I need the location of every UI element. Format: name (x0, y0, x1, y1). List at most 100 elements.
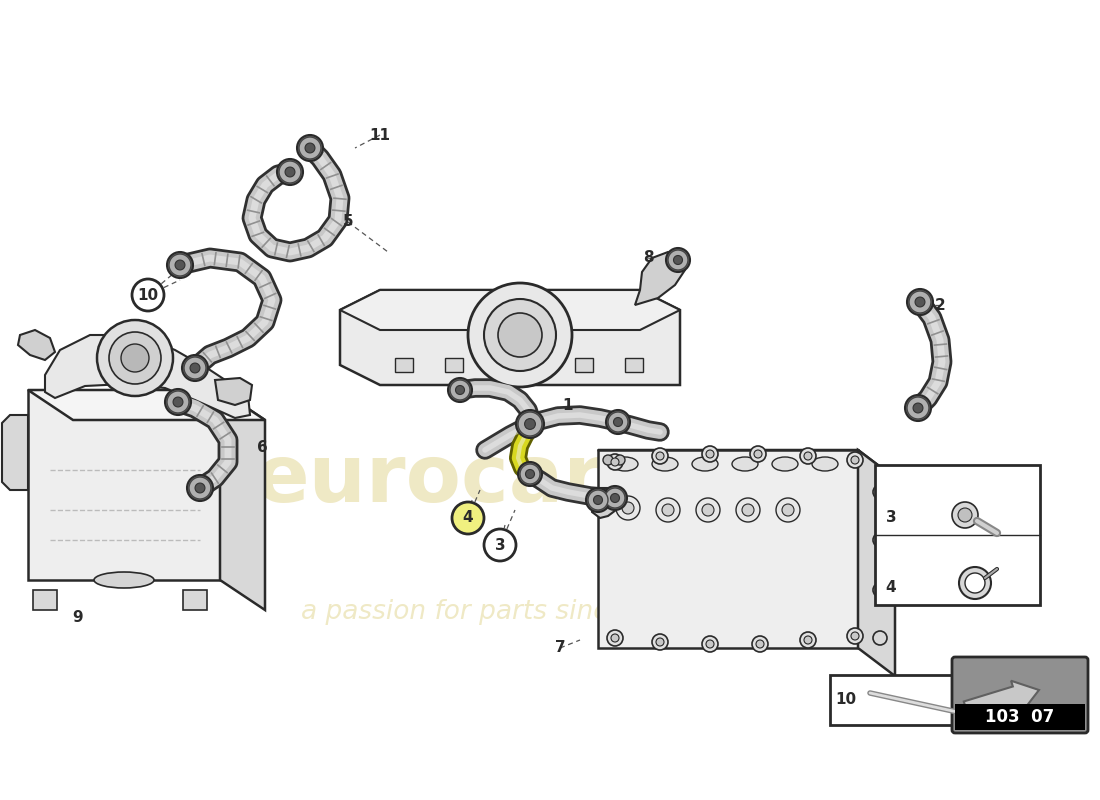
Circle shape (606, 410, 630, 434)
Circle shape (952, 502, 978, 528)
Circle shape (279, 161, 301, 183)
Circle shape (873, 533, 887, 547)
Circle shape (800, 448, 816, 464)
Circle shape (621, 502, 634, 514)
Circle shape (608, 412, 628, 432)
Circle shape (652, 634, 668, 650)
Circle shape (668, 250, 688, 270)
Circle shape (190, 363, 200, 373)
Circle shape (305, 143, 315, 153)
Text: 3: 3 (886, 510, 896, 525)
Polygon shape (28, 390, 265, 420)
Circle shape (909, 291, 931, 313)
Ellipse shape (692, 457, 718, 471)
Polygon shape (598, 450, 858, 648)
Text: 8: 8 (642, 250, 653, 266)
Circle shape (455, 386, 464, 394)
Circle shape (702, 504, 714, 516)
Bar (183, 590, 207, 610)
Bar (830, 675, 975, 725)
Circle shape (800, 632, 816, 648)
Circle shape (603, 455, 613, 465)
Circle shape (109, 332, 161, 384)
Text: 7: 7 (554, 641, 565, 655)
Circle shape (175, 260, 185, 270)
Circle shape (452, 502, 484, 534)
Circle shape (776, 498, 800, 522)
Circle shape (450, 380, 470, 400)
Circle shape (958, 508, 972, 522)
Circle shape (184, 357, 206, 379)
Circle shape (959, 567, 991, 599)
Circle shape (756, 640, 764, 648)
Circle shape (97, 320, 173, 396)
Polygon shape (592, 488, 618, 518)
Circle shape (169, 254, 191, 276)
Circle shape (673, 255, 682, 265)
Bar (33, 590, 57, 610)
Circle shape (520, 464, 540, 484)
Ellipse shape (812, 457, 838, 471)
Text: 11: 11 (370, 127, 390, 142)
Circle shape (656, 498, 680, 522)
Polygon shape (214, 378, 252, 405)
Circle shape (594, 495, 603, 505)
Circle shape (750, 446, 766, 462)
Circle shape (121, 344, 148, 372)
Circle shape (484, 529, 516, 561)
Circle shape (189, 477, 211, 499)
Ellipse shape (772, 457, 798, 471)
Circle shape (498, 313, 542, 357)
Circle shape (706, 640, 714, 648)
Circle shape (847, 628, 864, 644)
Circle shape (526, 470, 535, 478)
FancyArrow shape (964, 681, 1040, 722)
Circle shape (607, 454, 623, 470)
Text: 9: 9 (73, 610, 84, 626)
Circle shape (187, 475, 213, 501)
FancyBboxPatch shape (952, 657, 1088, 733)
Circle shape (706, 450, 714, 458)
Polygon shape (340, 290, 680, 330)
Circle shape (614, 418, 623, 426)
Polygon shape (28, 390, 220, 580)
Circle shape (908, 397, 930, 419)
Circle shape (742, 504, 754, 516)
Polygon shape (220, 390, 265, 610)
Circle shape (586, 488, 611, 512)
Circle shape (610, 494, 619, 502)
Bar (955, 704, 1085, 730)
Polygon shape (18, 330, 55, 360)
Bar (395, 358, 412, 372)
Circle shape (607, 630, 623, 646)
Circle shape (851, 632, 859, 640)
Circle shape (195, 483, 205, 493)
Circle shape (652, 448, 668, 464)
Circle shape (610, 458, 619, 466)
Circle shape (468, 283, 572, 387)
Circle shape (588, 490, 608, 510)
Text: 103  07: 103 07 (986, 708, 1055, 726)
Circle shape (804, 636, 812, 644)
Circle shape (610, 634, 619, 642)
Polygon shape (45, 335, 250, 418)
Text: eurocarres: eurocarres (254, 441, 746, 519)
Circle shape (873, 583, 887, 597)
Circle shape (616, 496, 640, 520)
Circle shape (752, 636, 768, 652)
Polygon shape (858, 450, 895, 676)
Circle shape (656, 638, 664, 646)
Circle shape (656, 452, 664, 460)
Text: 10: 10 (138, 287, 158, 302)
Circle shape (603, 486, 627, 510)
Circle shape (851, 456, 859, 464)
Bar (446, 358, 463, 372)
Circle shape (516, 410, 544, 438)
Circle shape (696, 498, 720, 522)
Bar (625, 358, 644, 372)
Circle shape (782, 504, 794, 516)
Circle shape (615, 455, 625, 465)
Ellipse shape (94, 572, 154, 588)
Circle shape (448, 378, 472, 402)
Ellipse shape (612, 457, 638, 471)
